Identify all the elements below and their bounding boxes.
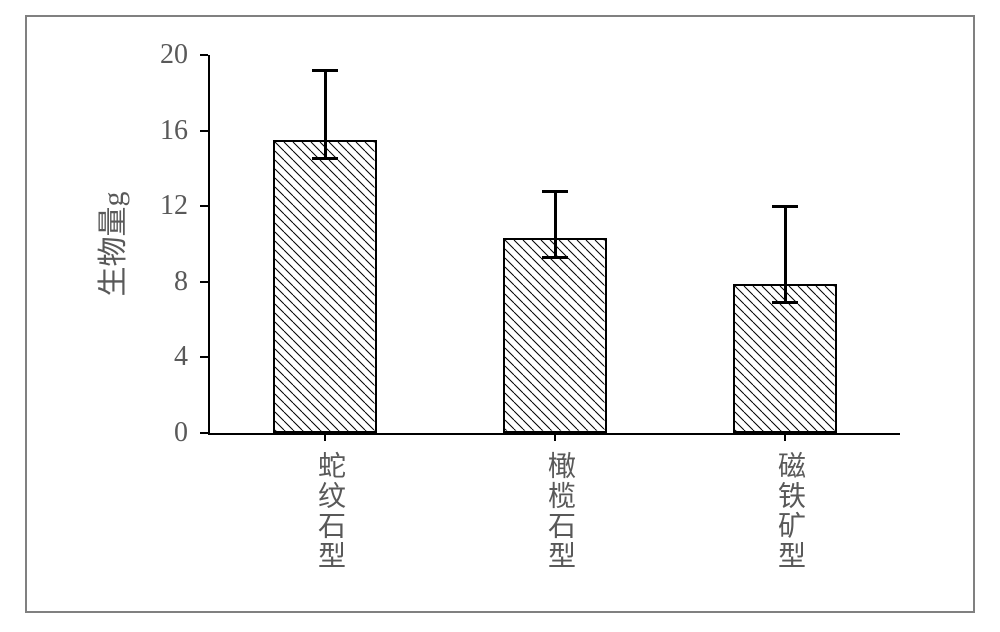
y-tick-label: 4: [0, 341, 188, 373]
bar-hatch: [505, 240, 605, 431]
bar: [273, 140, 377, 433]
y-tick-mark: [200, 205, 208, 207]
y-tick-mark: [200, 432, 208, 434]
error-bar-stem: [784, 206, 787, 302]
error-bar-cap-bottom: [312, 157, 338, 160]
error-bar-cap-bottom: [772, 301, 798, 304]
y-axis-line: [208, 55, 210, 433]
bar: [503, 238, 607, 433]
y-tick-label: 16: [0, 115, 188, 147]
error-bar-cap-top: [772, 205, 798, 208]
bar-chart: 048121620生物量g蛇纹石型橄榄石型磁铁矿型: [0, 0, 1000, 632]
bar: [733, 284, 837, 433]
y-axis-title: 生物量g: [88, 192, 132, 297]
x-category-label: 磁铁矿型: [769, 451, 809, 571]
y-tick-label: 0: [0, 417, 188, 449]
y-tick-mark: [200, 130, 208, 132]
y-tick-mark: [200, 281, 208, 283]
bar-hatch: [275, 142, 375, 431]
x-tick-mark: [324, 433, 326, 441]
error-bar-stem: [554, 191, 557, 257]
x-category-label: 橄榄石型: [539, 451, 579, 571]
error-bar-cap-top: [312, 69, 338, 72]
bar-hatch: [735, 286, 835, 431]
error-bar-cap-bottom: [542, 256, 568, 259]
x-tick-mark: [554, 433, 556, 441]
error-bar-stem: [324, 70, 327, 159]
y-tick-mark: [200, 356, 208, 358]
x-category-label: 蛇纹石型: [309, 451, 349, 571]
y-tick-label: 20: [0, 39, 188, 71]
y-tick-mark: [200, 54, 208, 56]
error-bar-cap-top: [542, 190, 568, 193]
x-tick-mark: [784, 433, 786, 441]
